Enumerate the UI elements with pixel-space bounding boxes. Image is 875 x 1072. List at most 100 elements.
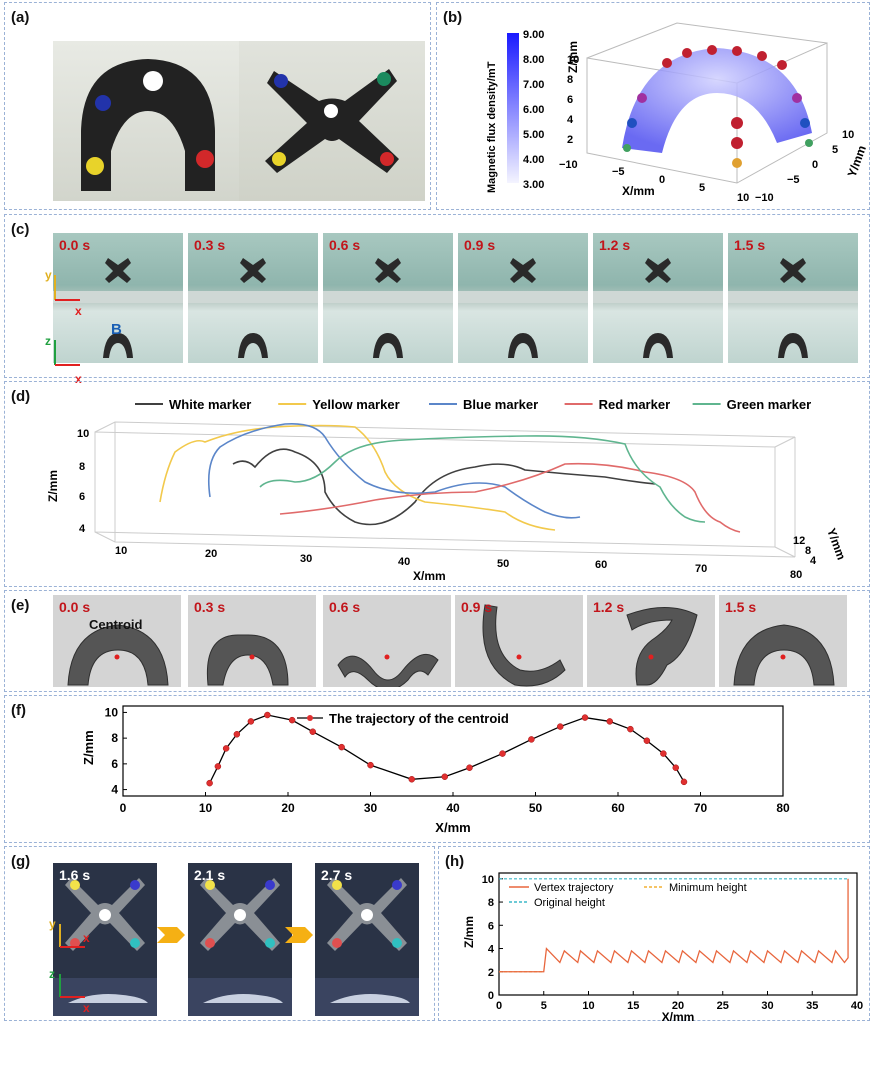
x-tick-label: 40 (851, 1000, 863, 1012)
x-tick: −5 (612, 166, 625, 178)
legend-entry: Minimum height (669, 882, 747, 894)
y-tick-label: 6 (111, 757, 118, 771)
colorbar (507, 33, 519, 183)
frame-e-1: 0.3 s (188, 595, 316, 687)
timestamp: 1.5 s (725, 599, 757, 615)
frame-illustration (482, 604, 566, 687)
x-tick-label: 25 (717, 1000, 729, 1012)
y-tick: 8 (805, 545, 811, 557)
photo-dome-robot (53, 41, 239, 201)
timestamp: 1.2 s (593, 599, 625, 615)
panel-label-e: (e) (11, 597, 30, 614)
field-label-b: B (111, 321, 122, 338)
y-axis-label: Y/mm (845, 144, 869, 180)
y-tick: −10 (755, 192, 774, 204)
frame-illustration (626, 607, 698, 686)
data-point (222, 745, 230, 752)
frame-illustration (458, 258, 588, 358)
x-tick-label: 0 (120, 801, 127, 815)
frame-c-3: 0.9 s (458, 233, 588, 363)
centroid-dot (384, 654, 390, 660)
centroid-dot (249, 654, 255, 660)
z-tick: 10 (567, 54, 579, 66)
frame-illustration (206, 634, 289, 686)
frame-c-5: 1.5 s (728, 233, 858, 363)
frame-g-0: 1.6 s (53, 863, 157, 1016)
red-marker-dot (196, 150, 214, 168)
panel-label-a: (a) (11, 9, 30, 26)
z-tick: 8 (79, 461, 85, 473)
z-tick: 6 (567, 94, 573, 106)
data-point (557, 723, 564, 730)
x-tick-label: 5 (541, 1000, 547, 1012)
x-tick-label: 30 (364, 801, 378, 815)
frame-c-0: 0.0 s B (53, 233, 183, 363)
y-tick-label: 0 (488, 990, 494, 1002)
timestamp: 2.7 s (321, 867, 353, 883)
panel-label-c: (c) (11, 221, 30, 238)
marker-trajectory-3d: White marker Yellow marker Blue marker Red … (46, 397, 849, 583)
white-marker-trajectory (232, 448, 656, 526)
legend-entry: Original height (534, 897, 605, 909)
x-axis-label: X/mm (413, 569, 446, 583)
y-tick: 5 (832, 144, 838, 156)
white-marker-dot (143, 71, 163, 91)
y-tick: 0 (812, 159, 818, 171)
timestamp: 0.6 s (329, 237, 361, 253)
colorbar-tick: 9.00 (523, 29, 544, 41)
data-point (441, 773, 448, 780)
panel-label-f: (f) (11, 702, 26, 719)
panel-h: (h) 0 5 10 15 20 25 30 35 40 0 2 4 6 8 10 Vertex trajec… (438, 846, 870, 1022)
x-tick: 30 (300, 553, 312, 565)
data-point (233, 731, 241, 738)
data-point (214, 763, 222, 770)
axis-y: y (49, 917, 56, 931)
centroid-label: Centroid (89, 617, 143, 632)
x-axis-label: X/mm (662, 1010, 695, 1022)
x-tick-label: 20 (672, 1000, 684, 1012)
y-axis-label: Y/mm (824, 526, 848, 562)
z-axis-label: Z/mm (566, 41, 580, 73)
y-axis-label: Z/mm (81, 730, 96, 765)
axis-y: y (45, 268, 52, 282)
frame-e-5: 1.5 s (719, 595, 847, 687)
frame-illustration (593, 258, 723, 358)
y-tick: 4 (810, 555, 817, 567)
arrow-icon (285, 927, 313, 943)
centroid-dot (516, 654, 522, 660)
x-tick: 50 (497, 558, 509, 570)
data-point (466, 764, 473, 771)
legend-entry: White marker (169, 397, 251, 412)
colorbar-tick: 4.00 (523, 154, 544, 166)
y-tick: −5 (787, 174, 800, 186)
y-tick-label: 2 (488, 967, 494, 979)
z-tick: 2 (567, 134, 573, 146)
y-tick-label: 8 (111, 731, 118, 745)
legend-entry: Green marker (727, 397, 812, 412)
panel-b: (b) Magnetic flux density/mT 9.00 8.00 7… (436, 2, 870, 210)
timestamp: 0.9 s (461, 599, 493, 615)
axis-z: z (49, 967, 55, 981)
x-tick-label: 0 (496, 1000, 502, 1012)
timestamp: 1.2 s (599, 237, 631, 253)
colorbar-tick: 6.00 (523, 104, 544, 116)
centroid-dot (648, 654, 654, 660)
z-tick: 8 (567, 74, 573, 86)
data-point (606, 718, 613, 725)
x-tick-label: 80 (776, 801, 790, 815)
panel-label-d: (d) (11, 388, 31, 405)
x-tick: 20 (205, 548, 217, 560)
y-tick-label: 10 (482, 874, 494, 886)
timestamp: 0.3 s (194, 237, 226, 253)
legend-entry: Vertex trajectory (534, 882, 614, 894)
data-point (660, 750, 667, 757)
x-tick-label: 10 (199, 801, 213, 815)
legend-marker (307, 715, 313, 721)
frame-e-4: 1.2 s (587, 595, 715, 687)
frame-illustration (728, 258, 858, 358)
timestamp: 0.0 s (59, 599, 91, 615)
x-tick-label: 60 (611, 801, 625, 815)
frame-illustration (323, 258, 453, 358)
frame-illustration (315, 878, 419, 1016)
flat-robot-illustration (265, 69, 399, 173)
